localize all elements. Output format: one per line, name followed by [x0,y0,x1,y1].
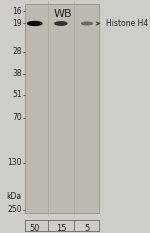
Text: 38: 38 [12,69,22,78]
Text: 130: 130 [7,158,22,167]
Text: Histone H4: Histone H4 [96,19,148,28]
Text: 250: 250 [7,206,22,214]
Text: 5: 5 [84,223,90,233]
Text: kDa: kDa [6,192,22,201]
Text: 19: 19 [12,19,22,28]
Ellipse shape [55,22,67,25]
FancyBboxPatch shape [25,4,99,213]
Text: 28: 28 [12,47,22,56]
Text: WB: WB [54,9,73,19]
Text: 50: 50 [29,223,40,233]
Text: 70: 70 [12,113,22,122]
Ellipse shape [82,22,92,25]
Text: 51: 51 [12,90,22,99]
Text: 15: 15 [56,223,66,233]
Ellipse shape [28,21,42,25]
Text: 16: 16 [12,7,22,16]
